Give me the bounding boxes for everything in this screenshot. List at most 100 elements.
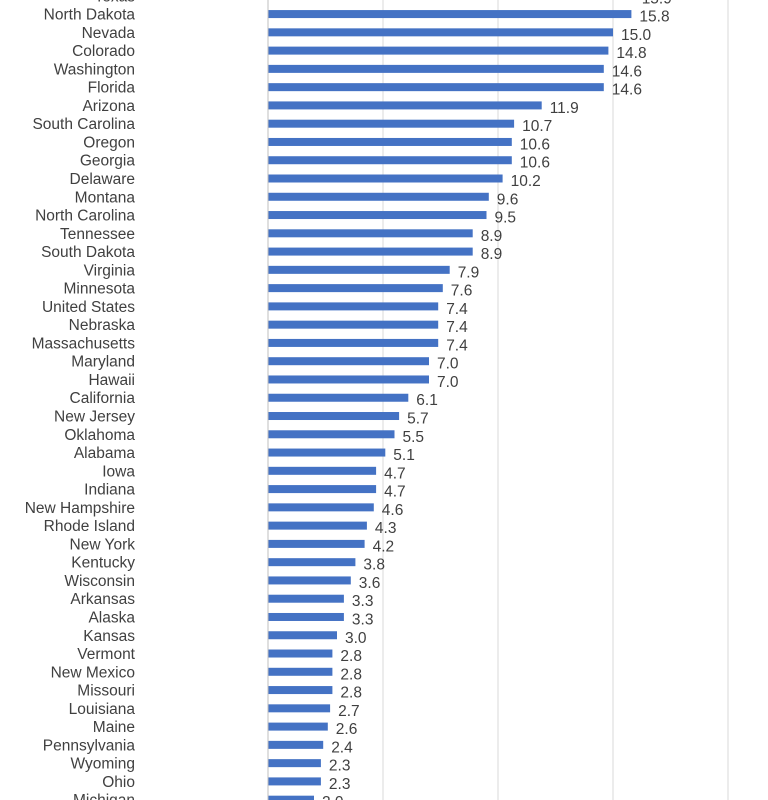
category-label: Iowa: [102, 463, 135, 480]
bar: [268, 229, 473, 238]
data-label: 7.4: [446, 337, 468, 354]
category-label: Hawaii: [88, 372, 135, 389]
data-label: 11.9: [550, 100, 579, 117]
category-label: Vermont: [77, 646, 135, 663]
category-label: Ohio: [102, 774, 135, 791]
category-label: Minnesota: [63, 281, 135, 298]
data-label: 4.2: [373, 538, 395, 555]
data-label: 3.6: [359, 575, 381, 592]
data-label: 14.6: [612, 63, 642, 80]
data-label: 8.9: [481, 228, 503, 245]
category-label: Rhode Island: [44, 518, 135, 535]
bar: [268, 64, 604, 73]
bar: [268, 704, 331, 713]
category-label: Louisiana: [69, 701, 136, 718]
category-label: Georgia: [80, 153, 136, 170]
bar: [268, 576, 351, 585]
category-label: Montana: [75, 189, 136, 206]
category-label: Delaware: [70, 171, 135, 188]
bar: [268, 156, 512, 165]
data-label: 15.0: [621, 27, 652, 44]
bar: [268, 137, 512, 146]
category-label: Nevada: [82, 25, 136, 42]
data-label: 10.6: [520, 155, 550, 172]
bar: [268, 722, 328, 731]
bar: [268, 740, 324, 749]
data-label: 6.1: [416, 392, 438, 409]
category-label: Kentucky: [71, 555, 135, 572]
data-label: 2.3: [329, 758, 351, 775]
data-label: 2.4: [331, 739, 353, 756]
bar: [268, 649, 333, 658]
bar: [268, 119, 515, 128]
bar: [268, 338, 439, 347]
data-label: 5.1: [393, 447, 415, 464]
category-label: New Jersey: [54, 409, 135, 426]
data-label: 2.6: [336, 721, 358, 738]
data-label: 10.6: [520, 136, 550, 153]
data-label: 14.8: [616, 45, 646, 62]
category-label: Colorado: [72, 43, 135, 60]
data-label: 15.9: [642, 0, 672, 7]
bar: [268, 265, 450, 274]
bar: [268, 375, 429, 384]
bar: [268, 46, 609, 55]
category-label: Oklahoma: [64, 427, 135, 444]
data-label: 2.7: [338, 703, 360, 720]
category-label: Texas: [95, 0, 136, 5]
category-label: Nebraska: [69, 317, 136, 334]
bar: [268, 302, 439, 311]
category-label: Michigan: [73, 792, 135, 800]
data-label: 7.0: [437, 356, 459, 373]
data-label: 15.8: [639, 9, 669, 26]
category-label: Alabama: [74, 445, 136, 462]
category-label: Florida: [88, 80, 136, 97]
data-label: 3.8: [363, 557, 385, 574]
bar: [268, 777, 321, 786]
bar: [268, 101, 542, 110]
bar: [268, 211, 487, 220]
data-label: 7.4: [446, 319, 468, 336]
category-label: North Dakota: [44, 7, 136, 24]
data-label: 7.6: [451, 283, 473, 300]
value-labels: 15.915.815.014.814.614.611.910.710.610.6…: [322, 0, 672, 800]
bar: [268, 612, 344, 621]
category-label: Oregon: [83, 134, 135, 151]
bar: [268, 192, 489, 201]
data-label: 5.7: [407, 411, 429, 428]
bar: [268, 247, 473, 256]
data-label: 10.2: [511, 173, 541, 190]
bar: [268, 320, 439, 329]
data-label: 2.3: [329, 776, 351, 793]
category-label: New Hampshire: [25, 500, 135, 517]
bar: [268, 174, 503, 183]
category-label: Indiana: [84, 482, 135, 499]
data-label: 7.4: [446, 301, 468, 318]
data-label: 7.0: [437, 374, 459, 391]
category-label: Wisconsin: [64, 573, 135, 590]
category-label: South Carolina: [32, 116, 135, 133]
data-label: 7.9: [458, 264, 480, 281]
bar: [268, 466, 377, 475]
bar: [268, 759, 321, 768]
bar: [268, 503, 374, 512]
bar-series: [268, 10, 632, 800]
category-label: Arizona: [82, 98, 135, 115]
category-label: Maryland: [71, 354, 135, 371]
bar: [268, 558, 356, 567]
category-label: Arkansas: [70, 591, 135, 608]
data-label: 2.0: [322, 794, 344, 800]
bar: [268, 539, 365, 548]
data-label: 9.5: [495, 210, 517, 227]
data-label: 3.3: [352, 593, 374, 610]
data-label: 9.6: [497, 191, 519, 208]
category-label: New Mexico: [51, 664, 135, 681]
data-label: 8.9: [481, 246, 503, 263]
category-label: Washington: [54, 61, 135, 78]
data-label: 3.3: [352, 611, 374, 628]
data-label: 4.6: [382, 502, 404, 519]
category-label: California: [70, 390, 136, 407]
bar: [268, 448, 386, 457]
bar: [268, 631, 337, 640]
